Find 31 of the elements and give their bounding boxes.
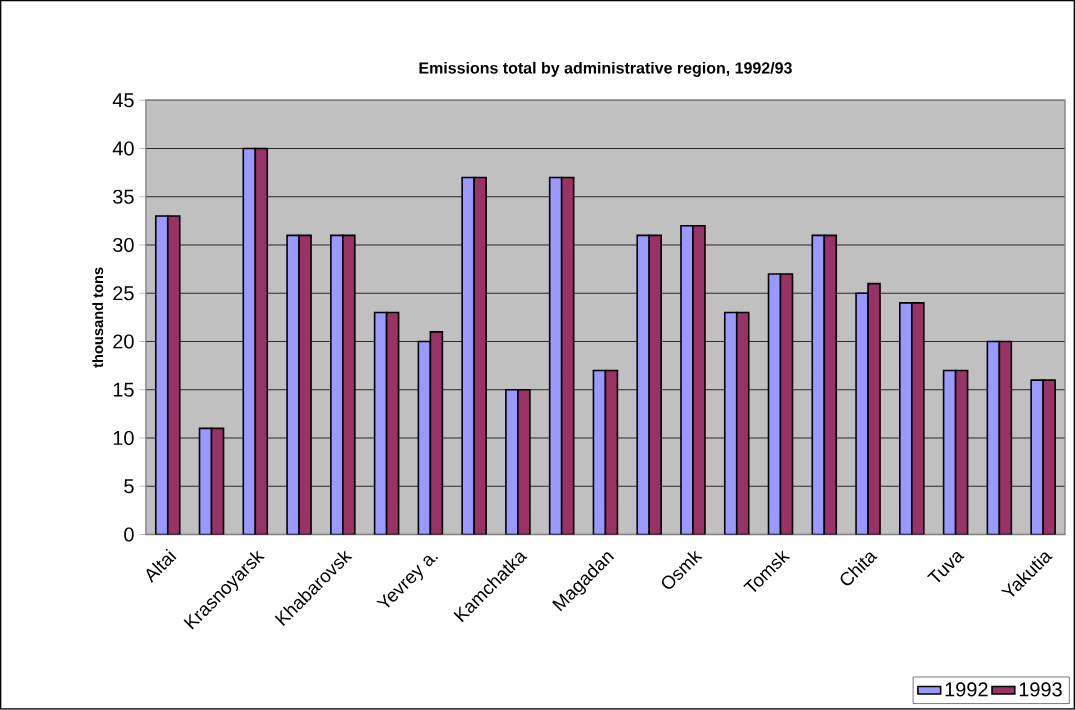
bar bbox=[779, 273, 794, 535]
y-tick-label: 35 bbox=[113, 189, 134, 204]
bar bbox=[385, 311, 400, 535]
legend-label: 1993 bbox=[1019, 682, 1062, 697]
y-tick-label: 20 bbox=[113, 334, 134, 349]
bar bbox=[373, 311, 388, 535]
y-tick-label: 45 bbox=[112, 93, 134, 108]
bar bbox=[548, 176, 563, 535]
y-tick-label: 25 bbox=[113, 286, 134, 301]
bar bbox=[767, 273, 782, 535]
bar bbox=[942, 369, 957, 535]
bar bbox=[592, 369, 607, 535]
bar bbox=[429, 331, 444, 535]
bar bbox=[986, 340, 1001, 535]
y-tick-label: 40 bbox=[112, 141, 134, 156]
y-tick-label: 10 bbox=[113, 431, 134, 446]
bar bbox=[199, 428, 212, 535]
y-tick-label: 5 bbox=[124, 479, 134, 494]
y-tick-label: 15 bbox=[113, 382, 134, 397]
y-tick-label: 30 bbox=[113, 238, 134, 253]
x-tick-label: Tuva bbox=[927, 552, 965, 583]
bar bbox=[417, 340, 432, 535]
bar bbox=[998, 340, 1013, 535]
y-tick-label: 0 bbox=[124, 527, 134, 542]
bar bbox=[211, 428, 224, 535]
y-axis-title: thousand tons bbox=[92, 267, 104, 368]
bar bbox=[604, 369, 619, 535]
bar bbox=[560, 176, 575, 535]
chart-title: Emissions total by administrative region, 1992/93 bbox=[419, 62, 792, 78]
bar bbox=[954, 369, 969, 535]
legend-label: 1992 bbox=[945, 682, 988, 697]
